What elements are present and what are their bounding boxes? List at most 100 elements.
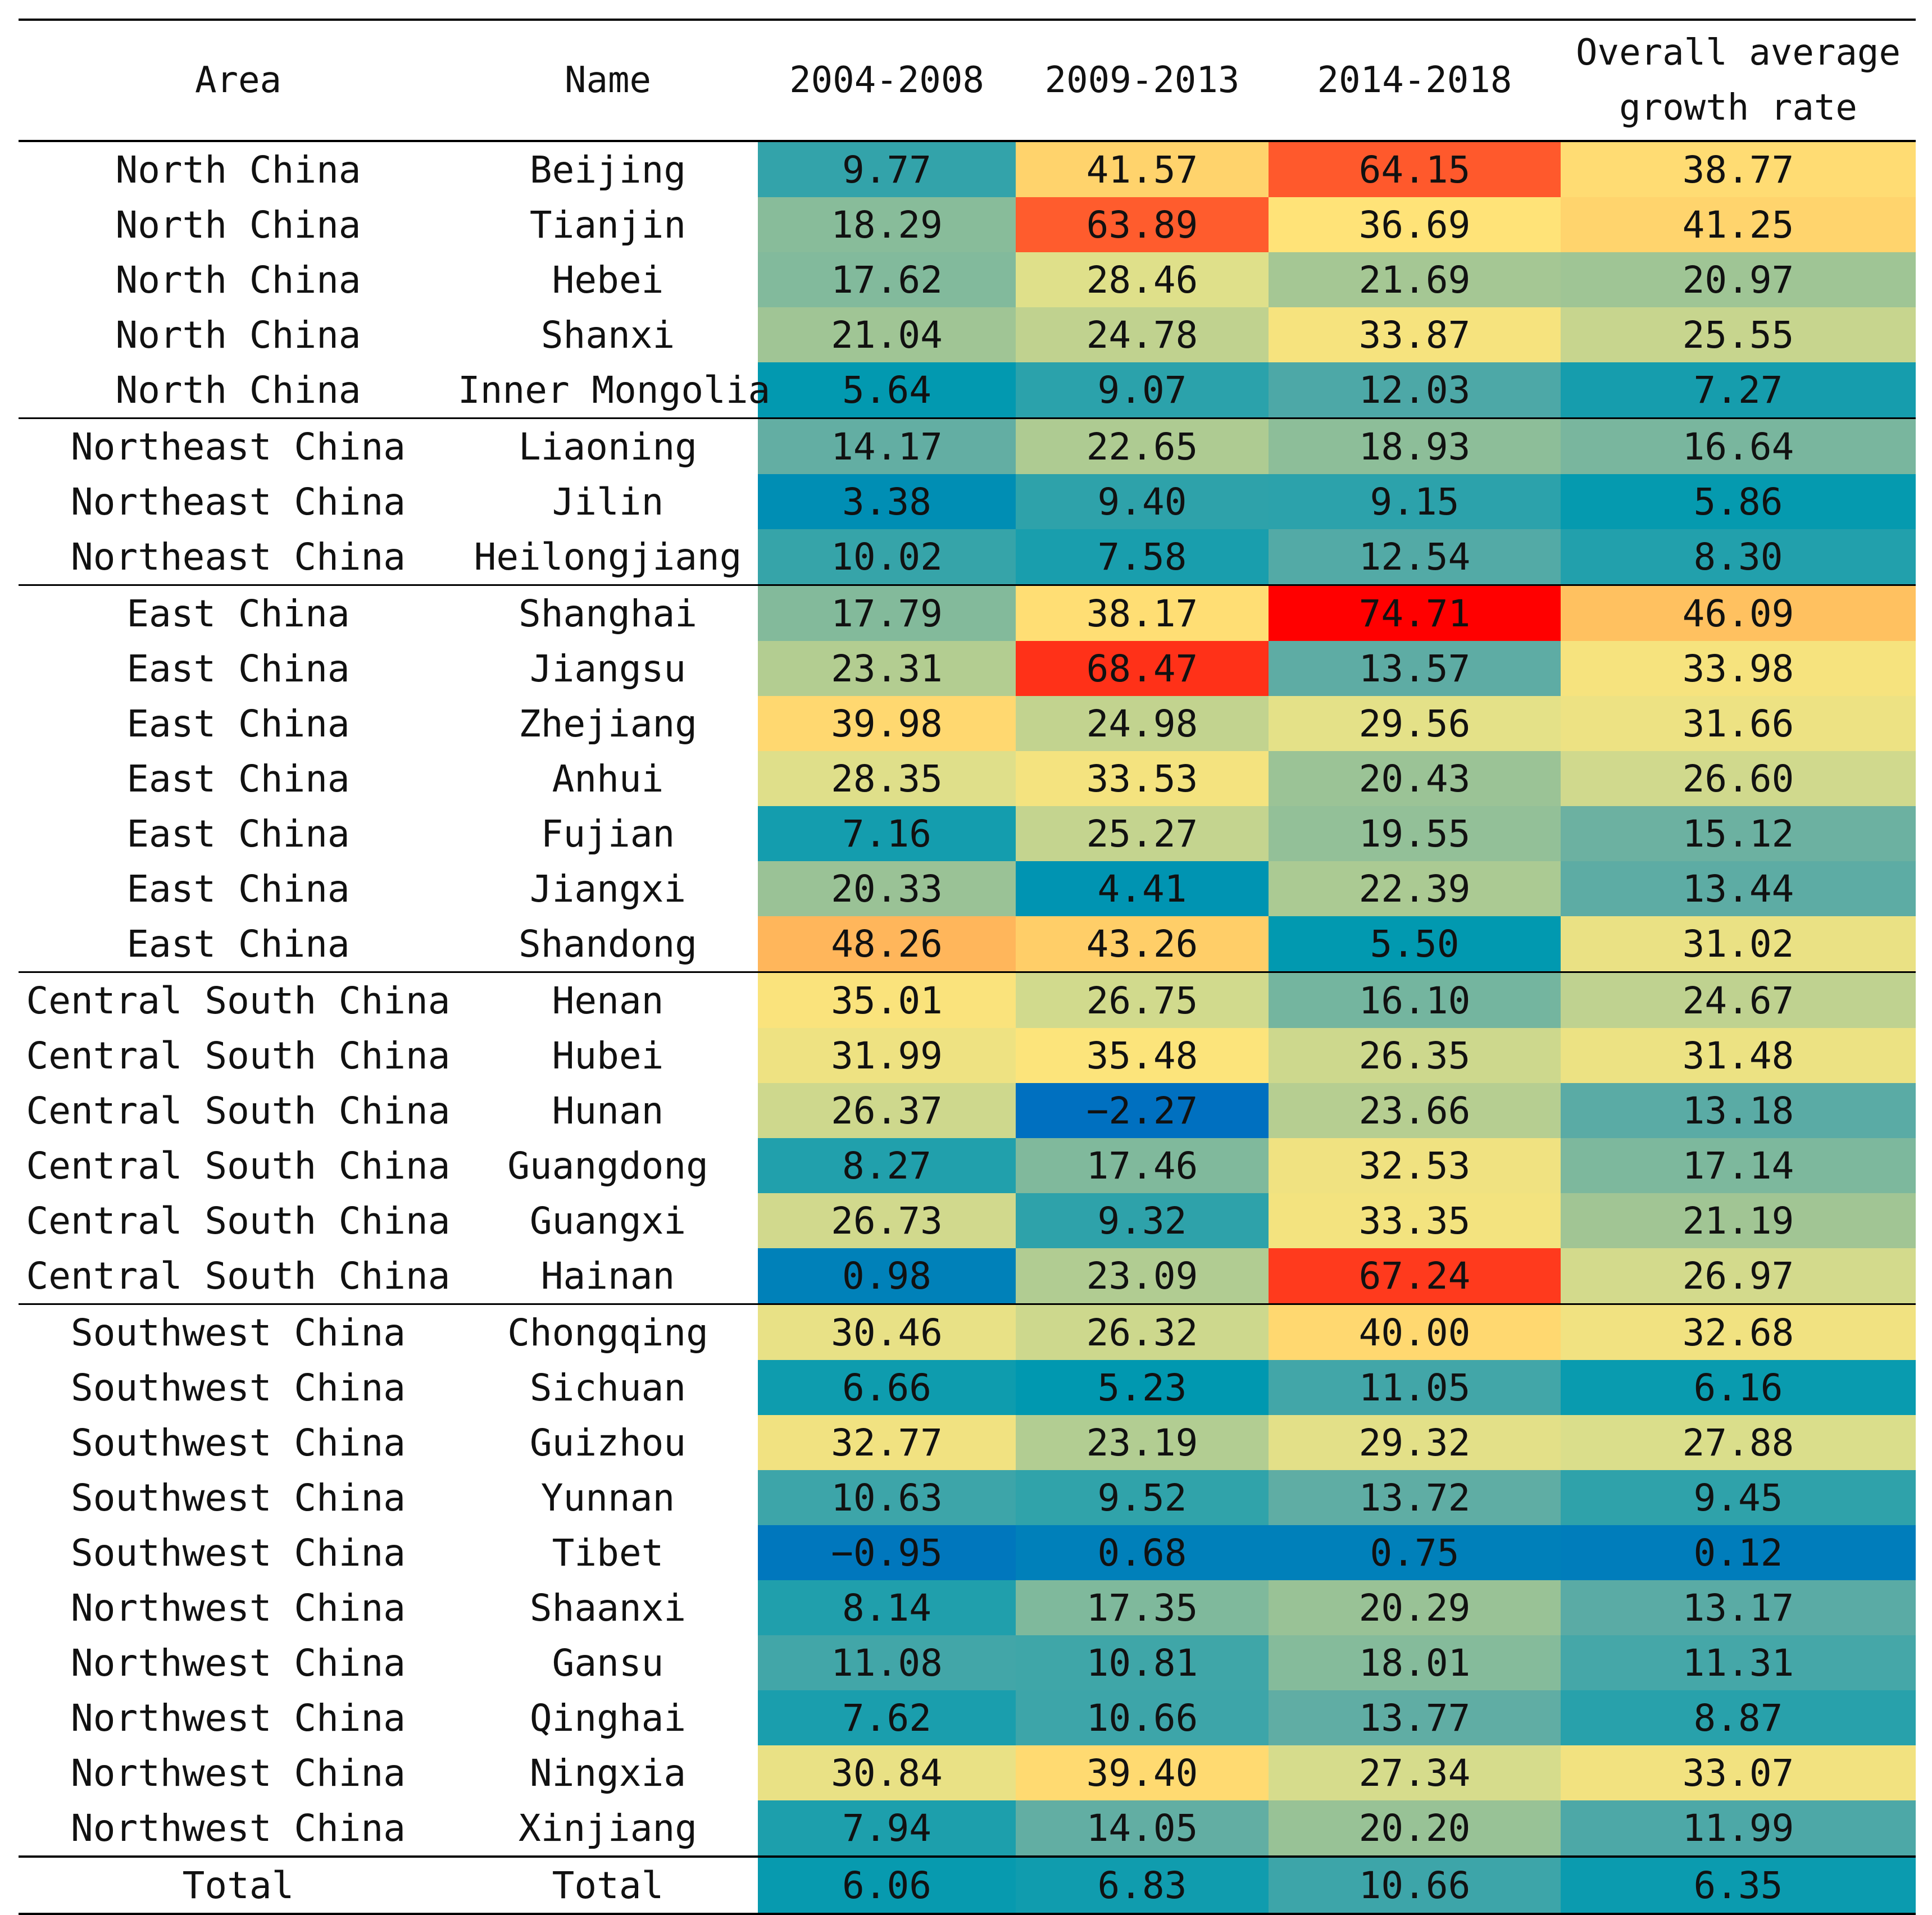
heat-cell: 14.05 <box>1016 1800 1269 1857</box>
heat-cell: 26.73 <box>758 1193 1016 1248</box>
table-row: Central South China Guangxi 26.73 9.32 33.35… <box>19 1193 1916 1248</box>
area-cell: East China <box>126 922 350 966</box>
province-name-cell: Total <box>458 1855 758 1915</box>
heat-cell: 33.53 <box>1016 751 1269 806</box>
heat-cell: 10.81 <box>1016 1635 1269 1690</box>
heat-cell: 32.53 <box>1269 1138 1561 1193</box>
province-name-cell: Inner Mongolia <box>458 368 771 412</box>
heat-cell: 64.15 <box>1269 141 1561 197</box>
heat-cell: 39.40 <box>1016 1745 1269 1800</box>
province-name-cell: Beijing <box>529 148 687 192</box>
area-cell: Southwest China <box>70 1421 406 1464</box>
heat-cell: 5.50 <box>1269 916 1561 972</box>
heat-cell: 31.02 <box>1561 916 1916 972</box>
heat-cell: 13.57 <box>1269 641 1561 696</box>
heat-cell: 19.55 <box>1269 806 1561 861</box>
province-name-cell: Hubei <box>552 1034 664 1077</box>
heat-cell: 46.09 <box>1561 584 1916 641</box>
header-row: Area Name 2004-2008 2009-2013 2014-2018 … <box>19 19 1916 142</box>
heat-cell: 41.57 <box>1016 141 1269 197</box>
table-row: Southwest China Sichuan 6.66 5.23 11.05 6.16 <box>19 1360 1916 1415</box>
province-name-cell: Ningxia <box>529 1751 687 1795</box>
heat-cell: 0.12 <box>1561 1525 1916 1580</box>
province-name-cell: Hebei <box>552 258 664 302</box>
table-row: Southwest China Chongqing 30.46 26.32 40.00 3… <box>19 1303 1916 1360</box>
table-row: North China Shanxi 21.04 24.78 33.87 25.55 <box>19 307 1916 362</box>
heat-cell: 28.46 <box>1016 252 1269 307</box>
heat-cell: 21.19 <box>1561 1193 1916 1248</box>
heat-cell: 35.48 <box>1016 1028 1269 1083</box>
province-name-cell: Chongqing <box>458 1303 758 1360</box>
table-row: Central South China Hunan 26.37 −2.27 23.66 1… <box>19 1083 1916 1138</box>
table-row: East China Zhejiang 39.98 24.98 29.56 31.66 <box>19 696 1916 751</box>
heat-cell: 11.31 <box>1561 1635 1916 1690</box>
area-cell: Central South China <box>26 1034 451 1077</box>
area-cell: Central South China <box>26 1089 451 1132</box>
heat-cell: 12.54 <box>1269 529 1561 585</box>
table-row: Southwest China Yunnan 10.63 9.52 13.72 9.45 <box>19 1470 1916 1525</box>
area-cell: East China <box>126 812 350 856</box>
area-cell: Northeast China <box>70 535 406 579</box>
heat-cell: 27.88 <box>1561 1415 1916 1470</box>
table-row: North China Inner Mongolia 5.64 9.07 12.03 7.… <box>19 362 1916 419</box>
heat-cell: 8.27 <box>758 1138 1016 1193</box>
heat-cell: −0.95 <box>758 1525 1016 1580</box>
area-cell: Central South China <box>26 1199 451 1243</box>
province-name-cell: Xinjiang <box>519 1806 697 1850</box>
heatmap-table: Area Name 2004-2008 2009-2013 2014-2018 … <box>19 19 1916 1915</box>
table-row: East China Anhui 28.35 33.53 20.43 26.60 <box>19 751 1916 806</box>
table-row: North China Beijing 9.77 41.57 64.15 38.77 <box>19 141 1916 197</box>
heat-cell: 13.77 <box>1269 1690 1561 1745</box>
heat-cell: 26.32 <box>1016 1303 1269 1360</box>
province-name-cell: Guangdong <box>507 1144 708 1188</box>
heat-cell: 26.35 <box>1269 1028 1561 1083</box>
area-cell: East China <box>19 584 458 641</box>
table-row: Northwest China Gansu 11.08 10.81 18.01 11.31 <box>19 1635 1916 1690</box>
heat-cell: 39.98 <box>758 696 1016 751</box>
heat-cell: −2.27 <box>1016 1083 1269 1138</box>
column-header-2009-2013: 2009-2013 <box>1016 19 1269 142</box>
heat-cell: 23.19 <box>1016 1415 1269 1470</box>
heat-cell: 18.29 <box>758 197 1016 252</box>
area-cell: Northeast China <box>70 480 406 524</box>
area-cell: East China <box>126 757 350 800</box>
area-cell: Southwest China <box>70 1366 406 1409</box>
province-name-cell: Shaanxi <box>529 1586 687 1630</box>
table-row: Central South China Henan 35.01 26.75 16.10 2… <box>19 971 1916 1028</box>
table-row: Northeast China Jilin 3.38 9.40 9.15 5.86 <box>19 474 1916 529</box>
heat-cell: 33.87 <box>1269 307 1561 362</box>
heat-cell: 11.99 <box>1561 1800 1916 1857</box>
province-name-cell: Hainan <box>540 1254 675 1298</box>
heat-cell: 9.15 <box>1269 474 1561 529</box>
column-header-overall-average: Overall average growth rate <box>1561 19 1916 142</box>
total-row: Total Total 6.06 6.83 10.66 6.35 <box>19 1855 1916 1915</box>
heat-cell: 25.27 <box>1016 806 1269 861</box>
area-cell: Northwest China <box>70 1751 406 1795</box>
area-cell: North China <box>115 203 361 247</box>
heat-cell: 40.00 <box>1269 1303 1561 1360</box>
province-name-cell: Zhejiang <box>519 702 697 745</box>
heat-cell: 33.98 <box>1561 641 1916 696</box>
heat-cell: 6.66 <box>758 1360 1016 1415</box>
heat-cell: 9.77 <box>758 141 1016 197</box>
area-cell: North China <box>115 368 361 412</box>
heat-cell: 5.86 <box>1561 474 1916 529</box>
heat-cell: 27.34 <box>1269 1745 1561 1800</box>
heat-cell: 31.48 <box>1561 1028 1916 1083</box>
heat-cell: 7.16 <box>758 806 1016 861</box>
heat-cell: 18.93 <box>1269 417 1561 474</box>
area-cell: North China <box>115 148 361 192</box>
heat-cell: 9.07 <box>1016 362 1269 419</box>
table-row: Central South China Hubei 31.99 35.48 26.35 3… <box>19 1028 1916 1083</box>
heat-cell: 6.83 <box>1016 1855 1269 1915</box>
heat-cell: 9.52 <box>1016 1470 1269 1525</box>
heat-cell: 6.16 <box>1561 1360 1916 1415</box>
heat-cell: 35.01 <box>758 971 1016 1028</box>
area-cell: Northwest China <box>70 1586 406 1630</box>
heat-cell: 0.68 <box>1016 1525 1269 1580</box>
heat-cell: 17.46 <box>1016 1138 1269 1193</box>
heat-cell: 17.14 <box>1561 1138 1916 1193</box>
province-name-cell: Liaoning <box>458 417 758 474</box>
province-name-cell: Anhui <box>552 757 664 800</box>
column-header-area: Area <box>19 19 458 142</box>
